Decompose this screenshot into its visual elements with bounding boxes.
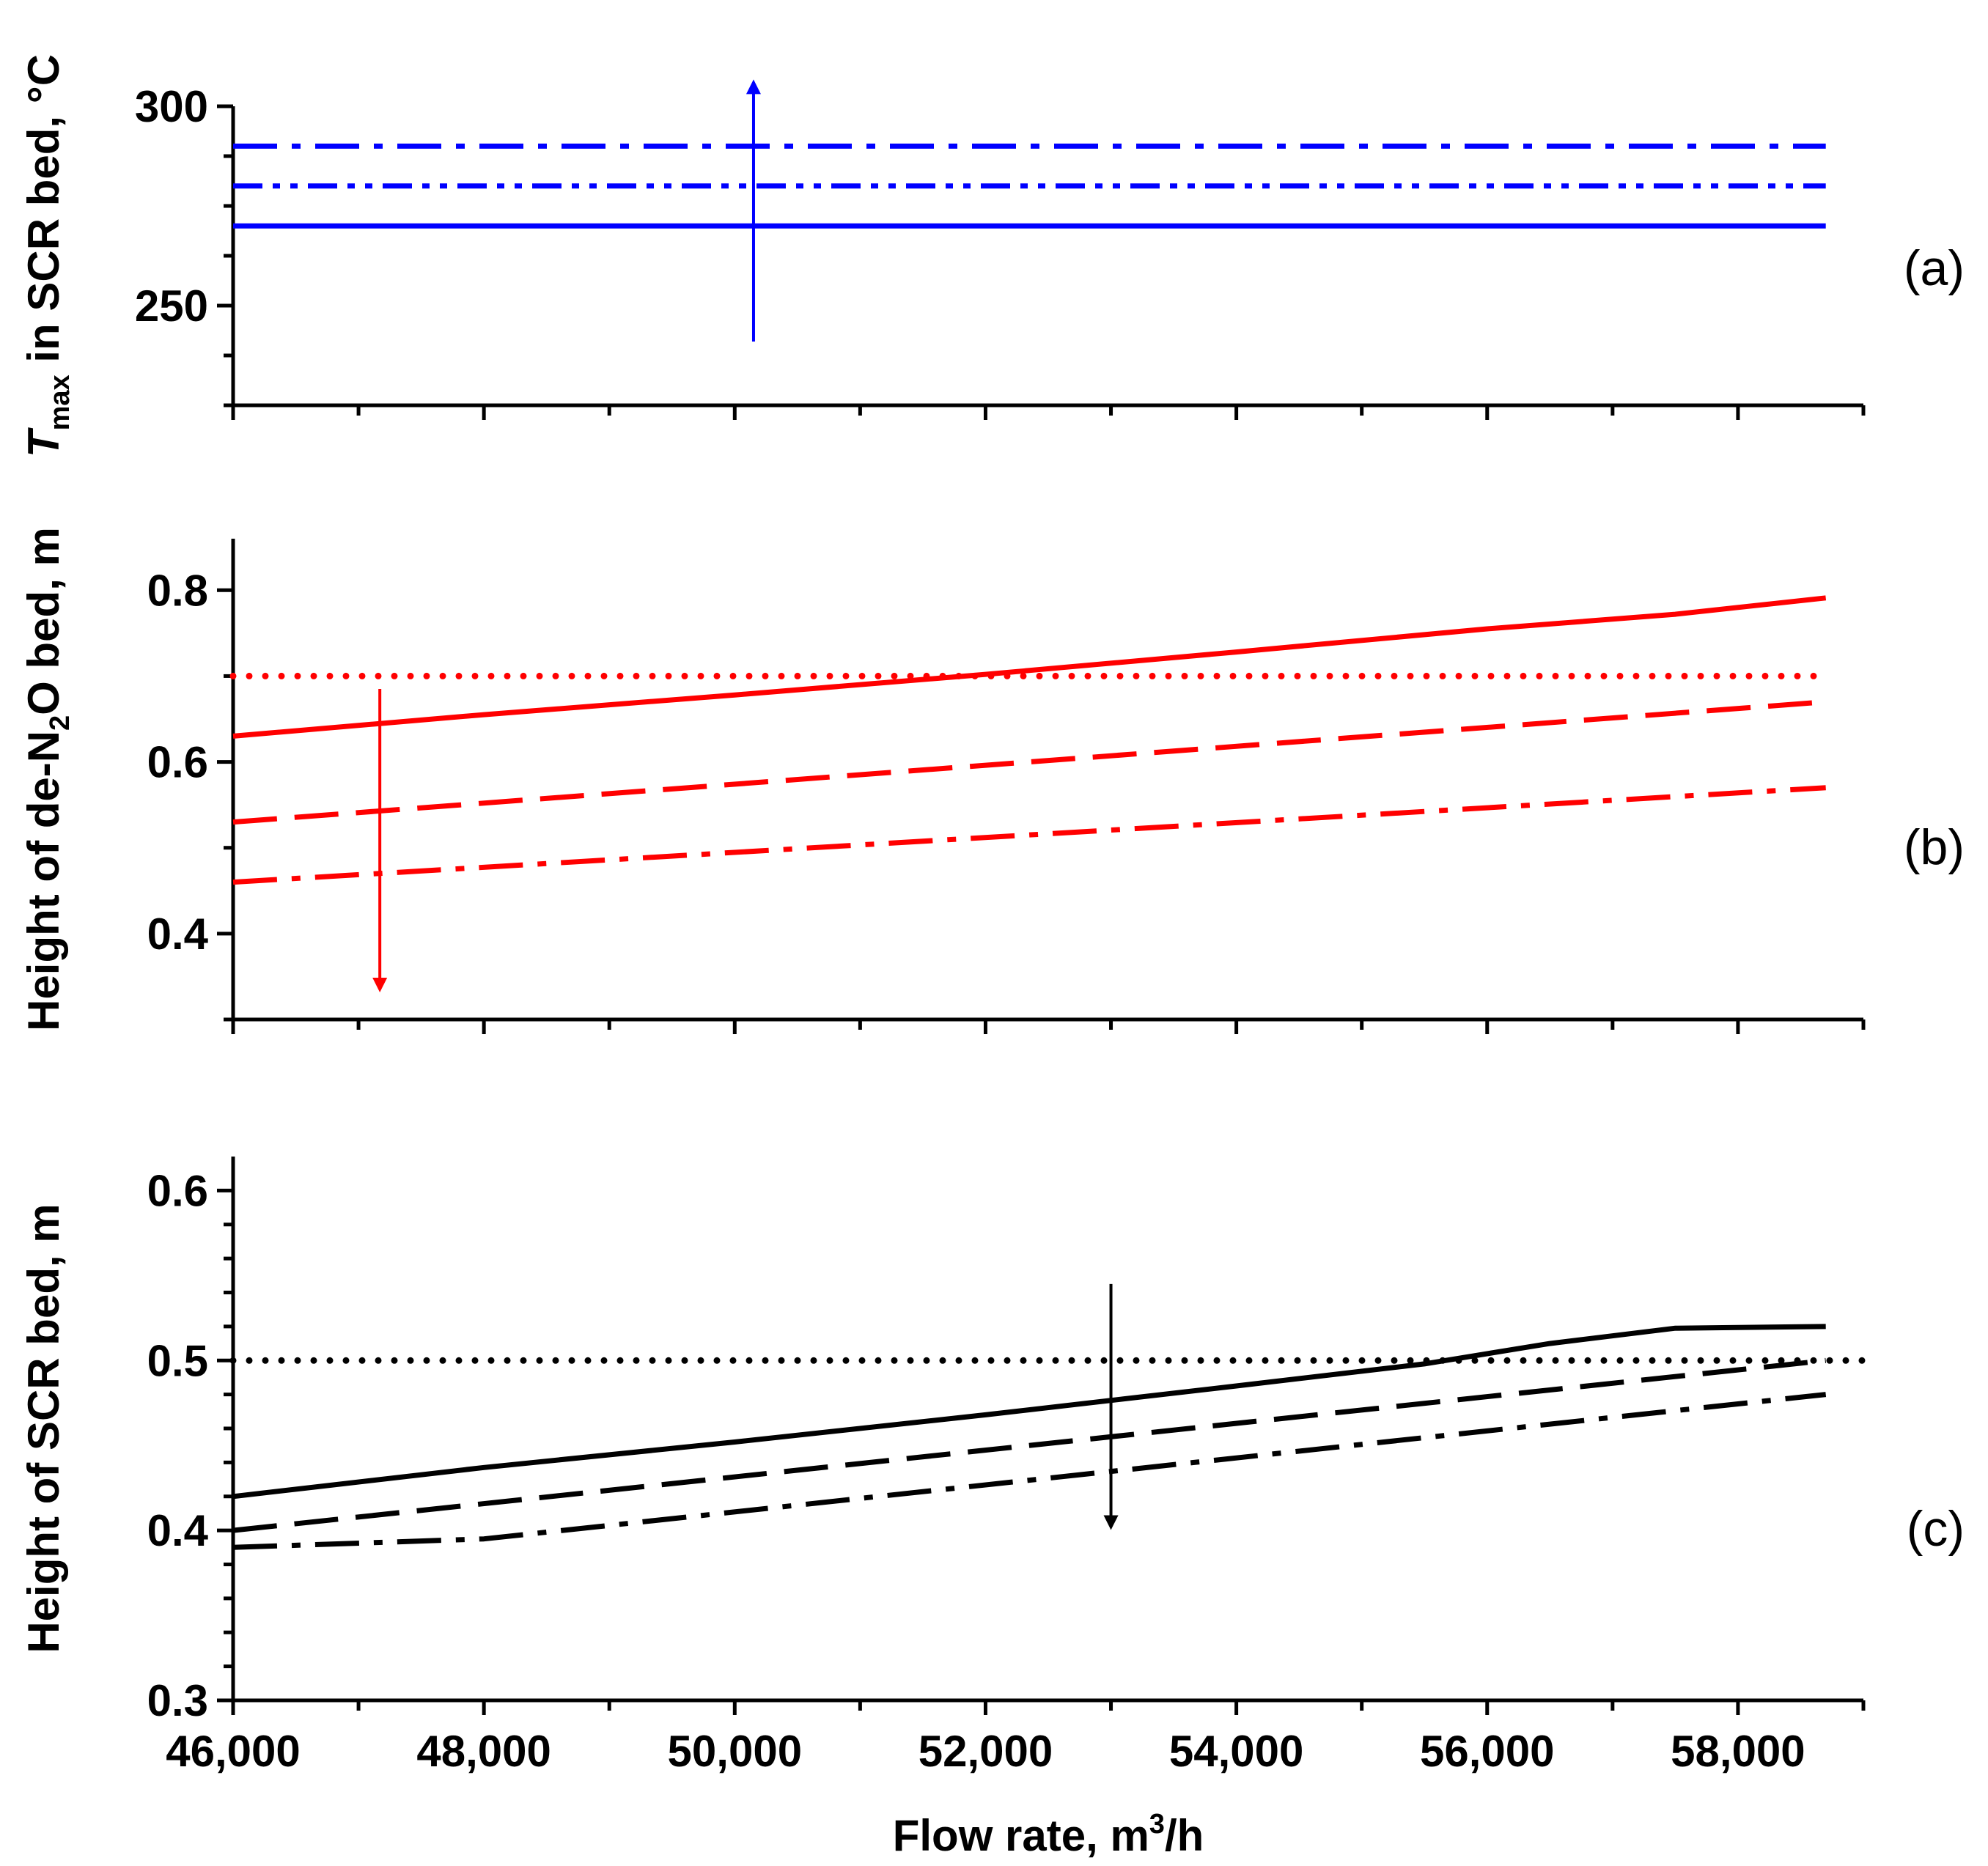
y-tick-label: 300 [135,82,208,131]
x-tick-label: 54,000 [1169,1727,1304,1776]
series-line-dash-dot [232,785,1826,885]
panel-label: (a) [1904,240,1965,296]
panels: 250 300 (a) Tmax in SCR bed, °C 0.4 0.6 0.8 (b)… [19,54,1965,1860]
y-axis-title: Height of SCR bed, m [19,1203,68,1653]
series-line-dash-dot [232,1392,1827,1550]
y-tick-label: 0.8 [147,566,208,615]
y-tick-label: 0.4 [147,1506,209,1555]
x-tick-label: 52,000 [918,1727,1053,1776]
y-tick-label: 250 [135,281,208,331]
x-tick-label: 58,000 [1671,1727,1805,1776]
y-tick-label: 0.6 [147,738,208,787]
x-tick-label: 56,000 [1420,1727,1555,1776]
series-line-solid [232,595,1827,739]
panel-c: 0.3 0.4 0.5 0.6 46,000 48,000 50,000 52,000 54,0… [19,1157,1965,1860]
y-axis-title: Tmax in SCR bed, °C [19,54,76,457]
panel-label: (b) [1904,819,1965,875]
series-line-dashed [232,699,1826,825]
x-axis-title: Flow rate, m3/h [893,1809,1204,1860]
y-tick-label: 0.5 [147,1336,208,1385]
panel-b: 0.4 0.6 0.8 (b) Height of de-N2O bed, m [19,527,1965,1034]
x-tick-label: 50,000 [668,1727,803,1776]
y-tick-label: 0.6 [147,1166,208,1215]
x-tick-label: 48,000 [416,1727,551,1776]
series-line-dashed [232,1357,1827,1533]
y-tick-label: 0.4 [147,910,209,959]
series-line-solid [232,1324,1826,1500]
y-axis-title: Height of de-N2O bed, m [19,527,76,1031]
panel-label: (c) [1907,1501,1965,1557]
panel-a: 250 300 (a) Tmax in SCR bed, °C [19,54,1965,457]
y-tick-label: 0.3 [147,1676,208,1725]
x-tick-label: 46,000 [166,1727,301,1776]
